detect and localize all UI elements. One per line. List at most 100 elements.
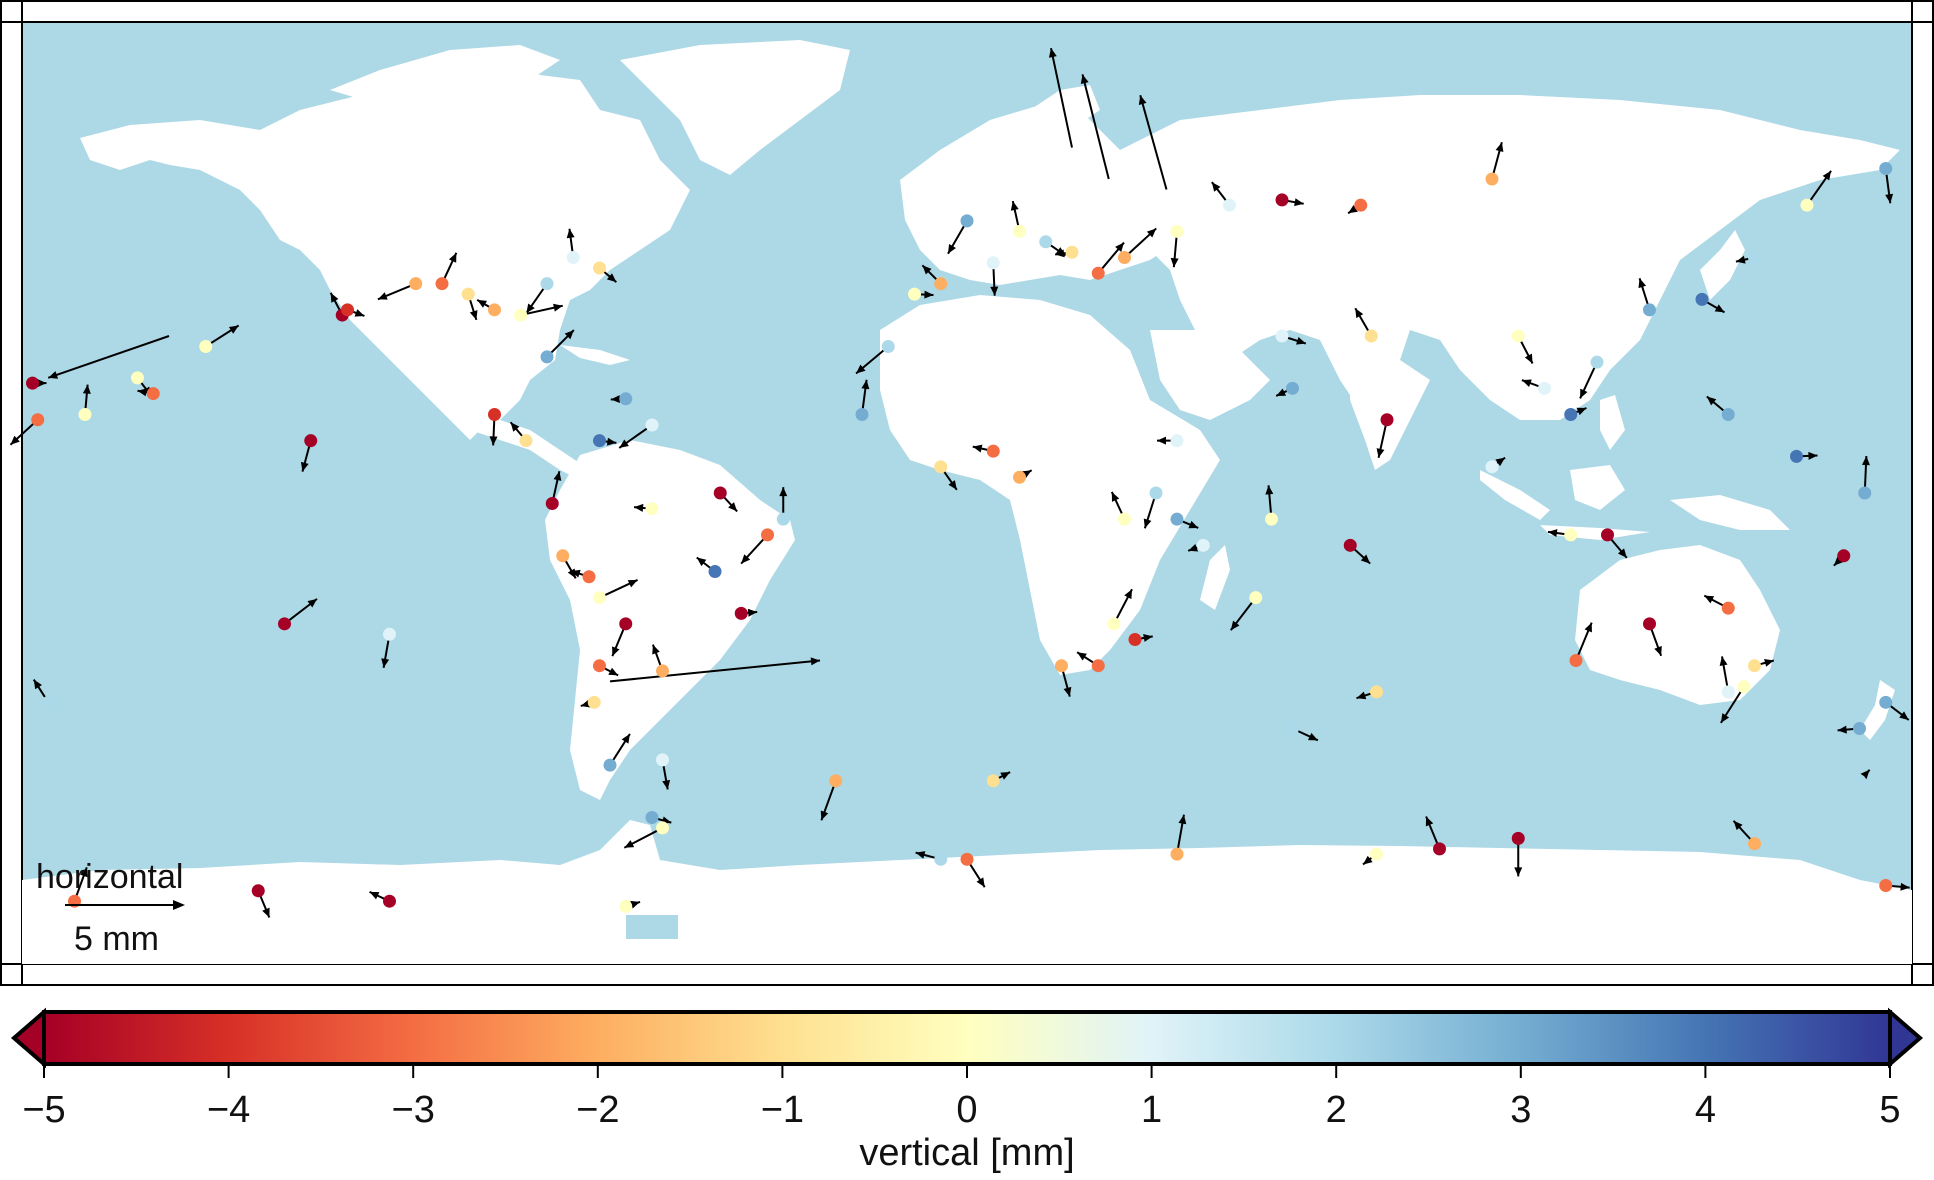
station-dot xyxy=(1013,470,1026,484)
station-dot xyxy=(1643,617,1656,631)
station-dot xyxy=(488,408,501,421)
station-dot xyxy=(960,852,974,866)
velocity-arrow xyxy=(1138,94,1168,190)
station-dot xyxy=(734,606,748,620)
velocity-arrow xyxy=(855,345,889,375)
station-dot xyxy=(582,570,596,584)
station-dot xyxy=(1065,245,1079,259)
station-dot xyxy=(1564,408,1578,421)
station-dot xyxy=(1748,251,1761,264)
station-dot xyxy=(1170,434,1184,448)
colorbar-tick-label: 1 xyxy=(1141,1089,1162,1131)
station-dot xyxy=(776,512,790,526)
land-new-zealand xyxy=(1860,680,1895,740)
velocity-arrow xyxy=(1097,241,1125,274)
station-dot xyxy=(1590,355,1604,369)
land-borneo xyxy=(1570,465,1625,510)
station-dot xyxy=(1364,329,1378,343)
velocity-arrow xyxy=(623,827,663,849)
station-dot xyxy=(78,408,92,421)
station-dot xyxy=(934,852,948,866)
scale-legend: horizontal 5 mm xyxy=(36,858,185,958)
station-dot xyxy=(603,758,617,772)
station-dot xyxy=(656,664,669,678)
station-dot xyxy=(1013,224,1026,238)
station-dot xyxy=(1091,659,1105,673)
station-dot xyxy=(31,413,45,427)
station-dot xyxy=(251,884,265,898)
land-south-america xyxy=(545,440,795,800)
colorbar-tick-label: −4 xyxy=(207,1089,250,1131)
station-dot xyxy=(855,408,869,421)
velocity-arrow xyxy=(1720,686,1745,724)
station-dot xyxy=(146,387,160,401)
station-dot xyxy=(1853,774,1866,788)
station-dot xyxy=(1721,408,1735,421)
station-dot xyxy=(960,214,974,228)
station-dot xyxy=(934,277,948,291)
velocity-arrow xyxy=(377,282,417,301)
station-dot xyxy=(619,899,633,913)
velocity-arrow xyxy=(520,303,563,317)
station-dot xyxy=(713,486,727,500)
station-dot xyxy=(566,251,580,264)
station-dot xyxy=(986,256,1000,270)
velocity-arrow xyxy=(1229,597,1257,631)
station-dot xyxy=(934,460,948,474)
station-dot xyxy=(708,565,722,578)
station-dot xyxy=(556,549,570,563)
colorbar-tick-label: 0 xyxy=(956,1089,977,1131)
station-dot xyxy=(1223,198,1236,212)
station-dot xyxy=(645,502,659,516)
land-uk xyxy=(960,150,985,195)
station-dot xyxy=(1879,879,1893,892)
station-dot xyxy=(1853,722,1866,735)
velocity-arrow xyxy=(47,335,170,379)
land-philippines xyxy=(1600,395,1625,450)
land-greenland xyxy=(620,40,850,175)
colorbar-tick-label: 3 xyxy=(1510,1089,1531,1131)
land-japan xyxy=(1700,230,1745,300)
colorbar-tick-label: 4 xyxy=(1695,1089,1716,1131)
colorbar-ticks: −5 −4 −3 −2 −1 0 1 2 3 4 5 xyxy=(22,1064,1901,1131)
station-dot xyxy=(278,617,291,631)
station-dot xyxy=(1858,486,1872,500)
station-dot xyxy=(593,434,606,448)
station-dot xyxy=(829,774,843,788)
station-dot xyxy=(540,277,554,291)
station-dot xyxy=(587,695,601,709)
station-dot xyxy=(1370,847,1383,861)
land-africa xyxy=(880,295,1220,675)
station-dot xyxy=(1485,172,1499,186)
scale-arrow-head xyxy=(173,900,185,910)
station-dot xyxy=(1343,538,1357,552)
station-dot xyxy=(1737,680,1751,694)
station-dot xyxy=(488,303,501,317)
station-dot xyxy=(619,392,633,406)
station-dot xyxy=(1149,486,1163,500)
station-dot xyxy=(131,371,144,385)
colorbar-tick-label: 5 xyxy=(1879,1089,1900,1131)
station-dot xyxy=(1170,847,1184,861)
velocity-arrow xyxy=(1579,361,1598,399)
land-new-guinea xyxy=(1670,495,1790,530)
station-dot xyxy=(1118,512,1131,526)
station-dot xyxy=(1128,633,1142,647)
scale-value: 5 mm xyxy=(74,920,159,958)
colorbar-tick-label: −3 xyxy=(392,1089,435,1131)
station-dot xyxy=(1569,653,1583,667)
station-dot xyxy=(1879,162,1893,176)
velocity-arrow xyxy=(1575,622,1593,661)
colorbar-bar xyxy=(42,1010,1892,1066)
land-arabia xyxy=(1150,330,1270,420)
station-dot xyxy=(1748,837,1761,851)
station-dot xyxy=(908,287,921,301)
station-dot xyxy=(656,821,669,835)
station-dot xyxy=(1286,722,1299,735)
station-dot xyxy=(656,753,669,767)
scale-label: horizontal xyxy=(36,858,183,896)
station-dot xyxy=(1748,659,1761,673)
land-north-america xyxy=(80,58,690,440)
station-markers xyxy=(26,162,1893,913)
station-dot xyxy=(986,444,1000,458)
